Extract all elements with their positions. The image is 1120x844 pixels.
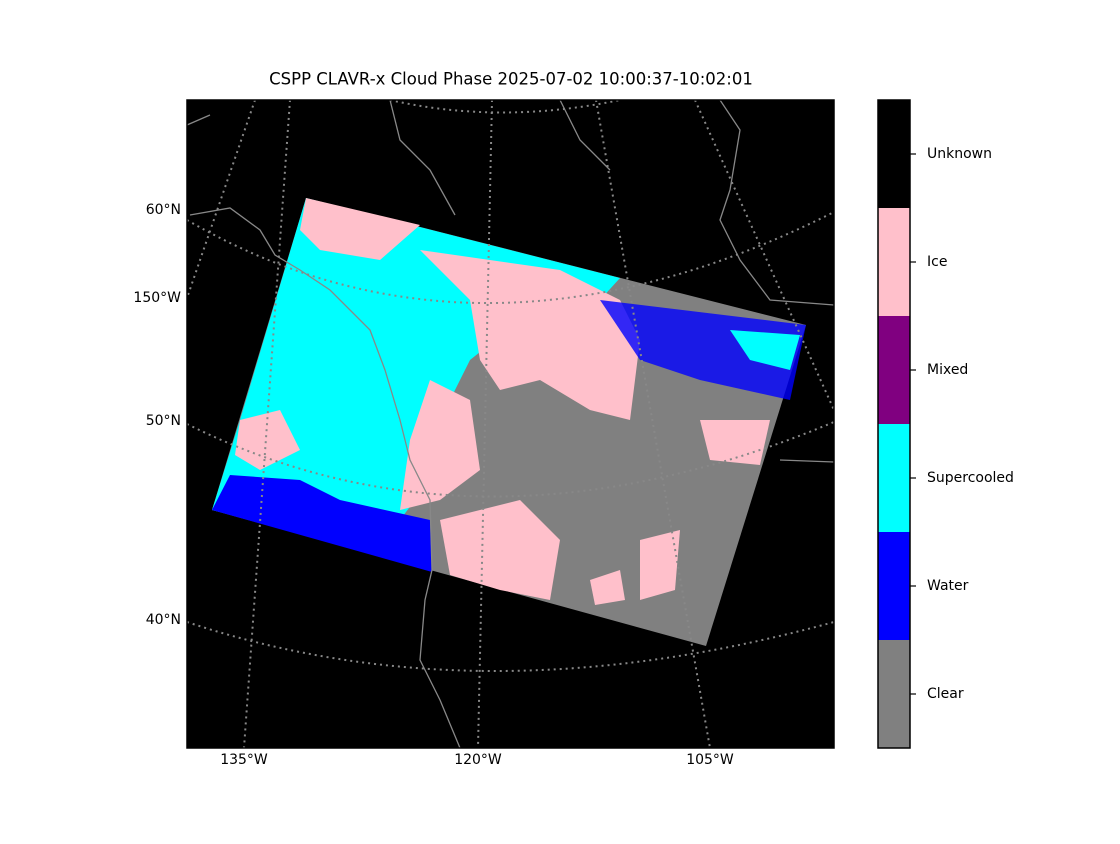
- map-frame: [186, 99, 835, 749]
- latitude-label: 60°N: [146, 202, 181, 218]
- longitude-label: 105°W: [686, 752, 734, 768]
- latitude-label: 50°N: [146, 413, 181, 429]
- swath: [212, 198, 806, 646]
- longitude-label: 120°W: [454, 752, 502, 768]
- graticule: [187, 421, 834, 498]
- longitude-label: 135°W: [220, 752, 268, 768]
- colorbar-label: Unknown: [927, 146, 992, 162]
- colorbar-label: Clear: [927, 686, 964, 702]
- colorbar-segment: [878, 100, 910, 208]
- colorbar-label: Water: [927, 578, 969, 594]
- latitude-label: 150°W: [133, 290, 181, 306]
- map: [187, 100, 834, 748]
- colorbar-segment: [878, 316, 910, 424]
- coastline: [389, 100, 834, 463]
- graticule: [187, 621, 834, 672]
- colorbar-label: Mixed: [927, 362, 968, 378]
- graticule: [187, 100, 834, 748]
- latitude-label: 40°N: [146, 612, 181, 628]
- colorbar-segment: [878, 424, 910, 532]
- map-title: CSPP CLAVR-x Cloud Phase 2025-07-02 10:0…: [269, 70, 753, 89]
- colorbar-frame: [877, 99, 911, 749]
- colorbar: Unknown Ice Mixed Supercooled Water Clear: [878, 100, 1014, 748]
- colorbar-label: Supercooled: [927, 470, 1014, 486]
- coastline: [187, 114, 461, 748]
- colorbar-segment: [878, 640, 910, 748]
- colorbar-segment: [878, 532, 910, 640]
- colorbar-segment: [878, 208, 910, 316]
- colorbar-label: Ice: [927, 254, 947, 270]
